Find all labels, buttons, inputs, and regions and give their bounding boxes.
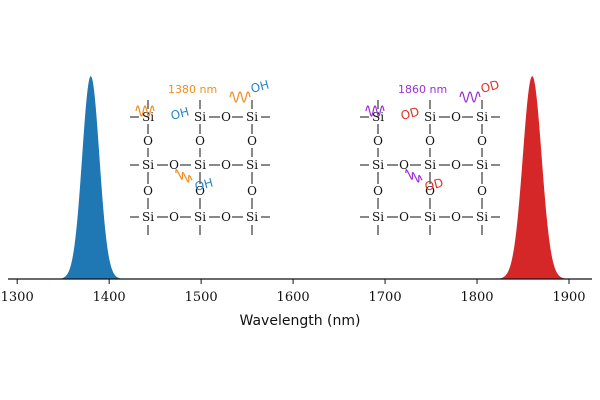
vibration-wave [135, 105, 155, 117]
si-atom: Si [372, 158, 384, 172]
o-atom: O [221, 210, 231, 224]
peaks-layer [56, 76, 570, 279]
o-atom: O [425, 184, 435, 198]
si-atom: Si [424, 158, 436, 172]
o-atom: O [143, 184, 153, 198]
si-atom: Si [476, 210, 488, 224]
vibration-wave [365, 105, 385, 117]
o-atom: O [425, 134, 435, 148]
silica-network-oh: Si O Si O O Si O Si O O Si O O Si O Si O Si O Si OH OH OH 1380 … [130, 78, 271, 235]
o-atom: O [195, 134, 205, 148]
o-atom: O [247, 184, 257, 198]
si-atom: Si [476, 158, 488, 172]
x-tick-label-1500: 1500 [185, 290, 218, 305]
o-atom: O [451, 110, 461, 124]
si-atom: Si [424, 110, 436, 124]
o-atom: O [169, 158, 179, 172]
group-label: OD [423, 176, 445, 194]
x-tick-label-1800: 1800 [460, 290, 493, 305]
peak-1860 [494, 76, 570, 279]
o-atom: O [221, 158, 231, 172]
wavelength-label: 1860 nm [398, 83, 447, 96]
si-atom: Si [246, 110, 258, 124]
group-label: OH [193, 176, 214, 194]
x-tick-label-1300: 1300 [1, 290, 34, 305]
group-label: OH [249, 78, 270, 96]
si-atom: Si [142, 158, 154, 172]
o-atom: O [399, 210, 409, 224]
wavelength-label: 1380 nm [168, 83, 217, 96]
si-atom: Si [424, 210, 436, 224]
o-atom: O [373, 184, 383, 198]
o-atom: O [477, 134, 487, 148]
o-atom: O [373, 134, 383, 148]
x-tick-labels: 1300 1400 1500 1600 1700 1800 1900 [1, 290, 586, 305]
si-atom: Si [246, 210, 258, 224]
x-tick-label-1600: 1600 [277, 290, 310, 305]
o-atom: O [247, 134, 257, 148]
si-atom: Si [476, 110, 488, 124]
o-atom: O [169, 210, 179, 224]
o-atom: O [451, 210, 461, 224]
group-label: OD [399, 105, 421, 123]
x-axis-label: Wavelength (nm) [240, 313, 361, 329]
x-axis [8, 278, 592, 284]
group-label: OD [479, 78, 501, 96]
o-atom: O [143, 134, 153, 148]
si-atom: Si [194, 110, 206, 124]
x-tick-label-1400: 1400 [93, 290, 126, 305]
peak-1380 [56, 76, 126, 279]
o-atom: O [451, 158, 461, 172]
o-atom: O [221, 110, 231, 124]
vibration-wave [459, 91, 481, 103]
x-tick-label-1900: 1900 [552, 290, 585, 305]
o-atom: O [195, 184, 205, 198]
si-atom: Si [372, 210, 384, 224]
si-atom: Si [372, 110, 384, 124]
o-atom: O [477, 184, 487, 198]
si-atom: Si [194, 210, 206, 224]
si-atom: Si [142, 210, 154, 224]
group-label: OH [169, 105, 190, 123]
x-tick-label-1700: 1700 [369, 290, 402, 305]
o-atom: O [399, 158, 409, 172]
vibration-wave [229, 91, 251, 103]
si-atom: Si [194, 158, 206, 172]
vibration-wave [175, 169, 193, 183]
si-atom: Si [246, 158, 258, 172]
si-atom: Si [142, 110, 154, 124]
vibration-wave [405, 169, 423, 183]
